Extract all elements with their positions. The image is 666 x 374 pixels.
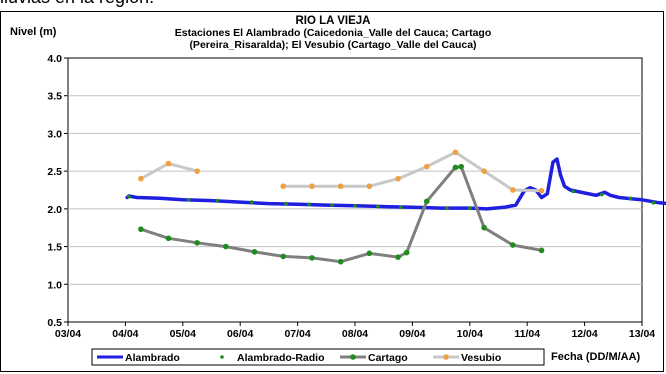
legend-label: Alambrado	[125, 352, 180, 364]
data-point	[403, 249, 410, 256]
x-tick-label: 10/04	[457, 328, 483, 340]
y-tick-label: 2.0	[47, 204, 62, 216]
data-point	[468, 206, 472, 210]
data-point	[194, 240, 200, 246]
data-point	[510, 242, 516, 248]
data-point	[399, 205, 403, 210]
data-point	[249, 200, 254, 204]
data-point	[452, 164, 459, 171]
x-tick-label: 09/04	[399, 328, 425, 340]
legend-label: Alambrado-Radio	[237, 352, 325, 364]
x-tick-label: 06/04	[227, 328, 253, 340]
data-point	[423, 198, 430, 205]
series-cartago	[138, 163, 545, 265]
chart-title-line-3: (Pereira_Risaralda); El Vesubio (Cartago…	[189, 39, 476, 51]
data-point	[280, 183, 287, 190]
y-tick-label: 2.5	[47, 166, 62, 178]
data-point	[307, 202, 311, 207]
data-point	[395, 175, 401, 182]
data-point	[445, 206, 449, 210]
data-point	[280, 253, 287, 260]
data-point	[376, 204, 380, 209]
y-tick-label: 0.5	[47, 317, 62, 329]
data-point	[395, 254, 401, 260]
x-tick-label: 04/04	[112, 328, 138, 340]
legend-marker	[350, 354, 356, 360]
x-tick-label: 13/04	[629, 328, 655, 340]
data-point	[481, 168, 487, 174]
data-point	[452, 149, 459, 156]
data-point	[165, 160, 172, 167]
chart-title-line-2: Estaciones El Alambrado (Caicedonia_Vall…	[175, 27, 491, 39]
data-point	[284, 201, 288, 206]
legend-marker	[220, 355, 224, 359]
legend-box	[91, 348, 545, 366]
data-point	[309, 183, 315, 190]
data-point	[571, 189, 575, 194]
x-tick-label: 07/04	[284, 328, 310, 340]
plot-area: 0.5 1.0 1.5 2.0 2.5 3.0 3.5 4.0 03/04 04/04 05/04 0…	[47, 53, 666, 340]
data-point	[510, 187, 516, 193]
y-tick-label: 4.0	[47, 53, 62, 65]
data-point	[330, 203, 334, 207]
data-point	[186, 198, 191, 202]
plot-background	[67, 57, 643, 323]
series-vesubio	[138, 149, 545, 194]
series-line	[283, 150, 542, 193]
x-tick-label: 11/04	[514, 328, 540, 340]
data-point	[600, 192, 604, 197]
y-tick-label: 1.0	[47, 279, 62, 291]
data-point	[194, 168, 200, 174]
data-point	[538, 247, 545, 254]
data-point	[366, 250, 373, 257]
data-point	[138, 226, 144, 233]
data-point	[423, 163, 430, 170]
x-tick-label: 12/04	[571, 328, 597, 340]
series-alambrado	[125, 157, 666, 211]
data-point	[309, 255, 315, 261]
series-line	[125, 157, 666, 211]
legend: Alambrado Alambrado-Radio Cartago Vesubio	[91, 348, 545, 366]
legend-label: Vesubio	[461, 352, 501, 364]
data-point	[628, 196, 633, 201]
data-point	[651, 201, 656, 205]
data-point	[127, 194, 131, 199]
data-point	[138, 175, 144, 182]
chart-title-line-1: RIO LA VIEJA	[296, 15, 371, 27]
data-point	[223, 243, 229, 250]
chart-frame	[0, 11, 664, 372]
y-tick-label: 3.0	[47, 128, 62, 140]
x-tick-label: 05/04	[170, 328, 196, 340]
data-point	[458, 163, 464, 170]
legend-label: Cartago	[368, 352, 408, 364]
x-tick-label: 03/04	[55, 328, 81, 340]
y-tick-label: 3.5	[47, 91, 62, 103]
top-caption-text: lluvias en la region.	[0, 0, 154, 8]
data-point	[337, 258, 344, 265]
data-point	[215, 198, 220, 203]
data-point	[366, 183, 373, 190]
x-axis-label: Fecha (DD/M/AA)	[551, 351, 641, 363]
y-tick-label: 1.5	[47, 242, 62, 254]
data-point	[353, 204, 357, 208]
x-tick-label: 08/04	[342, 328, 368, 340]
data-point	[337, 183, 344, 190]
legend-marker	[443, 354, 449, 360]
data-point	[251, 249, 258, 255]
data-point	[481, 224, 487, 231]
data-point	[165, 235, 172, 242]
data-point	[538, 187, 545, 194]
y-axis-label: Nivel (m)	[10, 26, 57, 38]
